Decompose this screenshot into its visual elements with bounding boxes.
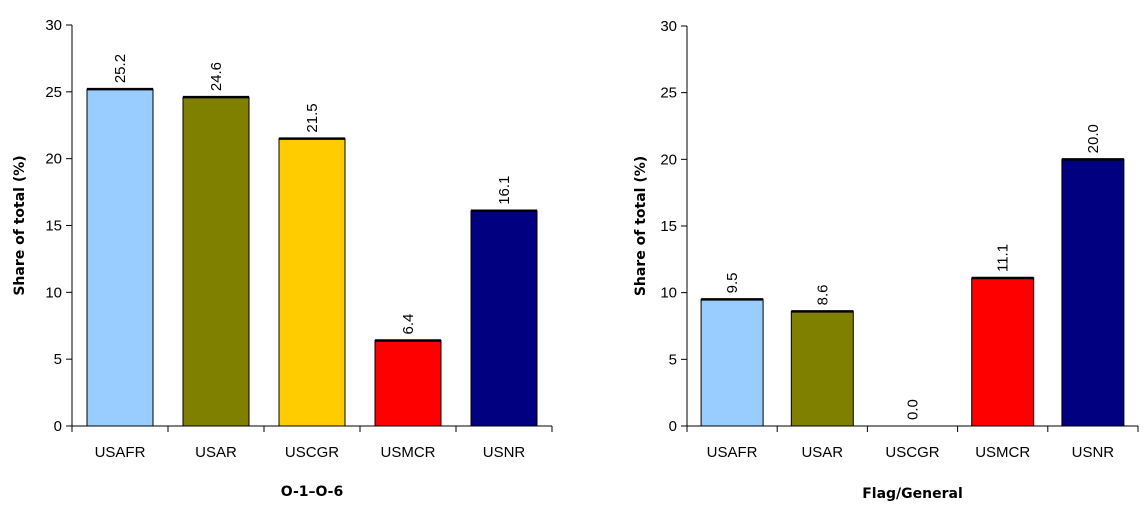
data-label: 9.5	[724, 272, 741, 293]
y-tick-label: 5	[669, 351, 677, 368]
data-label: 6.4	[400, 314, 417, 335]
y-tick-label: 20	[660, 151, 677, 168]
y-tick-label: 25	[660, 85, 677, 102]
x-category-label: USCGR	[285, 444, 339, 461]
bar-uscgr	[278, 138, 346, 427]
x-axis-title: O-1–O-6	[281, 484, 343, 500]
data-label: 24.6	[208, 62, 225, 91]
bar-usnr	[470, 210, 538, 427]
bar-usmcr	[374, 339, 442, 427]
x-category-label: USMCR	[975, 444, 1030, 461]
x-axis-title: Flag/General	[862, 486, 963, 502]
data-label: 16.1	[496, 176, 513, 205]
y-tick-label: 20	[45, 151, 62, 168]
bar-chart-flag-general: 0 5 10 15 20 25 30 USAFR 9.5 USAR 8.6 USCGR 0.0 USMCR…	[633, 18, 1139, 502]
y-axis-title: Share of total (%)	[12, 155, 28, 295]
bar-usafr	[86, 88, 154, 427]
data-label: 11.1	[995, 244, 1012, 272]
y-tick-label: 10	[45, 284, 62, 301]
bar-usafr	[700, 298, 764, 427]
y-tick-label: 30	[45, 17, 62, 34]
data-label: 0.0	[905, 399, 922, 420]
y-tick-label: 15	[45, 218, 62, 235]
x-category-label: USCGR	[885, 444, 939, 461]
x-category-label: USAFR	[707, 444, 758, 461]
data-label: 20.0	[1085, 124, 1102, 153]
x-category-label: USAR	[195, 444, 237, 461]
y-axis-title: Share of total (%)	[633, 156, 649, 296]
y-tick-label: 0	[54, 418, 62, 435]
bar-chart-officers: 0 5 10 15 20 25 30 USAFR 25.2 USAR 24.6 USCGR 21.5 US…	[12, 17, 553, 500]
data-label: 8.6	[814, 284, 831, 305]
x-category-label: USAFR	[95, 444, 146, 461]
x-category-label: USNR	[483, 444, 526, 461]
y-tick-label: 0	[669, 418, 677, 435]
x-category-label: USNR	[1072, 444, 1115, 461]
y-tick-label: 10	[660, 285, 677, 302]
y-tick-label: 5	[54, 351, 62, 368]
y-tick-label: 25	[45, 84, 62, 101]
data-label: 25.2	[112, 54, 129, 83]
bar-usar	[182, 96, 250, 427]
x-category-label: USAR	[801, 444, 843, 461]
bar-usar	[790, 310, 854, 427]
x-category-label: USMCR	[381, 444, 436, 461]
y-tick-label: 15	[660, 218, 677, 235]
bar-usmcr	[971, 277, 1035, 427]
data-label: 21.5	[304, 103, 321, 132]
bar-usnr	[1061, 158, 1125, 427]
y-tick-label: 30	[660, 18, 677, 35]
